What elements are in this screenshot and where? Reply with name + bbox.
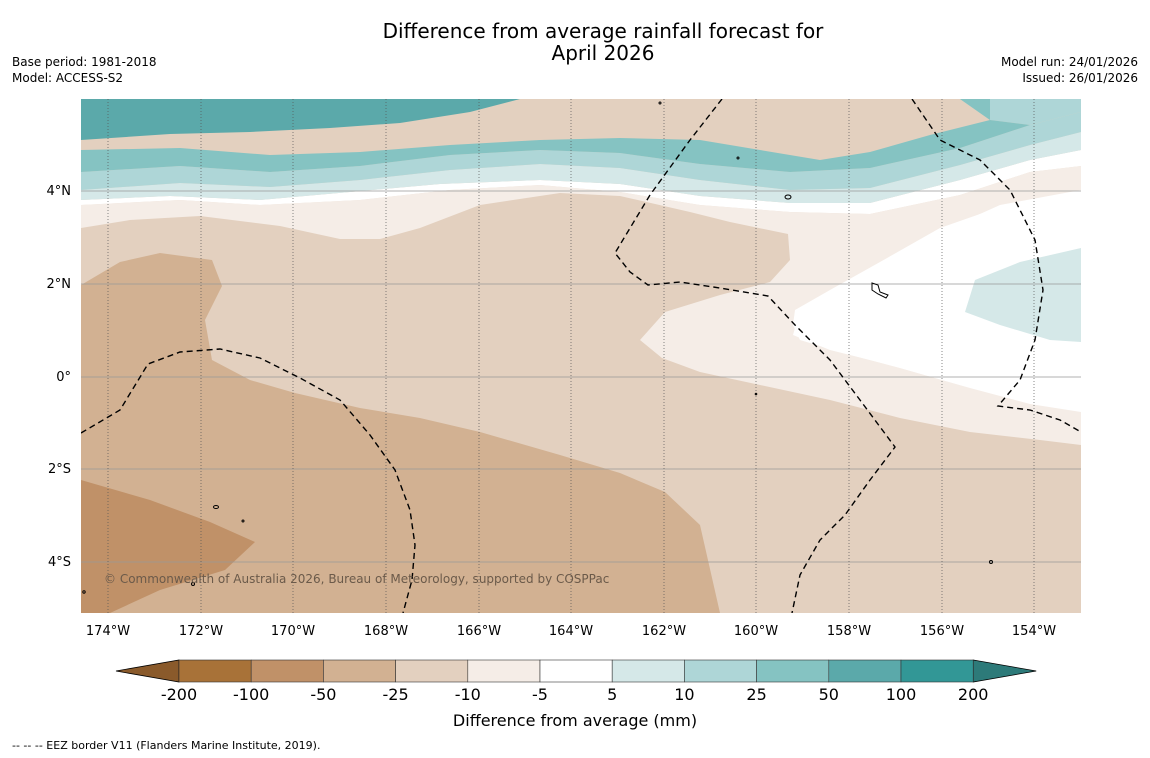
islands	[82, 101, 993, 594]
lat-label: 2°S	[48, 462, 71, 477]
island-6	[736, 156, 740, 160]
colorbar-segment	[828, 659, 902, 683]
title-line-2: April 2026	[551, 41, 655, 65]
colorbar-extend-high	[972, 659, 1037, 683]
colorbar-tick-label: 10	[674, 685, 694, 704]
colorbar-segment	[611, 659, 685, 683]
copyright-text: © Commonwealth of Australia 2026, Bureau…	[104, 572, 609, 586]
lon-label: 166°W	[457, 624, 501, 639]
band-5-10	[81, 132, 1081, 203]
meta-right: Model run: 24/01/2026 Issued: 26/01/2026	[1001, 54, 1138, 86]
colorbar-segment	[467, 659, 541, 683]
colorbar-extend-low	[115, 659, 180, 683]
lon-label: 156°W	[920, 624, 964, 639]
colorbar-tick-label: -25	[383, 685, 409, 704]
colorbar-segment	[539, 659, 613, 683]
lon-label: 162°W	[642, 624, 686, 639]
colorbar-label: Difference from average (mm)	[453, 711, 697, 730]
colorbar: -200 -100 -50 -25 -10 -5 5 10 25 50 100 200	[115, 659, 1037, 704]
lat-label: 2°N	[47, 277, 72, 292]
band-5-10-east	[965, 248, 1081, 342]
band-minus5-plus5	[81, 150, 1081, 420]
band-10-25	[81, 112, 1081, 190]
island-3	[213, 505, 219, 509]
colorbar-tick-label: 5	[607, 685, 617, 704]
colorbar-segment	[395, 659, 469, 683]
island-2	[871, 282, 889, 299]
island-4	[989, 560, 993, 564]
colorbar-segment	[178, 659, 252, 683]
island-1	[784, 194, 792, 200]
colorbar-tick-label: -50	[310, 685, 336, 704]
colorbar-segment	[684, 659, 757, 683]
latitude-labels: 4°N 2°N 0° 2°S 4°S	[47, 184, 72, 570]
band-10-25-top	[960, 99, 1081, 125]
island-7	[241, 519, 245, 523]
band-25-50	[81, 99, 1030, 172]
band-minus10-minus5	[81, 166, 1081, 445]
colorbar-tick-label: 25	[746, 685, 766, 704]
band-minus50-minus25	[81, 253, 720, 613]
issued-date: Issued: 26/01/2026	[1022, 71, 1138, 85]
colorbar-tick-label: -100	[233, 685, 269, 704]
rainfall-map: © Commonwealth of Australia 2026, Bureau…	[81, 99, 1081, 613]
eez-border-north	[614, 99, 896, 613]
eez-footnote: -- -- -- EEZ border V11 (Flanders Marine…	[12, 739, 321, 752]
base-period: Base period: 1981-2018	[12, 55, 157, 69]
band-50-100	[81, 99, 520, 140]
colorbar-tick-label: 50	[819, 685, 839, 704]
band-minus5-plus5-east	[793, 197, 1081, 412]
model-name: Model: ACCESS-S2	[12, 71, 124, 85]
lat-label: 4°N	[47, 184, 72, 199]
lon-label: 154°W	[1012, 624, 1056, 639]
colorbar-segment	[900, 659, 974, 683]
latitude-gridlines	[81, 190, 1081, 563]
colorbar-segment	[250, 659, 324, 683]
island-10	[754, 392, 758, 396]
island-5	[658, 101, 662, 105]
lat-label: 4°S	[48, 555, 71, 570]
colorbar-tick-label: -5	[532, 685, 548, 704]
lat-label: 0°	[56, 370, 71, 385]
eez-borders	[81, 99, 1081, 613]
title-line-1: Difference from average rainfall forecas…	[382, 19, 824, 43]
longitude-labels: 174°W 172°W 170°W 168°W 166°W 164°W 162°…	[86, 624, 1056, 639]
colorbar-tick-label: 200	[958, 685, 989, 704]
lon-label: 174°W	[86, 624, 130, 639]
colorbar-segment	[756, 659, 830, 683]
lon-label: 168°W	[364, 624, 408, 639]
colorbar-segment	[323, 659, 396, 683]
colorbar-tick-label: -200	[161, 685, 197, 704]
chart-title: Difference from average rainfall forecas…	[0, 20, 1150, 64]
lon-label: 172°W	[179, 624, 223, 639]
island-9	[82, 590, 86, 594]
eez-border-west	[81, 348, 416, 613]
island-8	[191, 582, 195, 586]
colorbar-tick-label: -10	[455, 685, 481, 704]
lon-label: 160°W	[734, 624, 778, 639]
model-run: Model run: 24/01/2026	[1000, 55, 1138, 69]
meta-left: Base period: 1981-2018 Model: ACCESS-S2	[12, 54, 157, 86]
lon-label: 158°W	[827, 624, 871, 639]
band-minus100-minus50	[81, 480, 255, 613]
lon-label: 170°W	[271, 624, 315, 639]
colorbar-tick-label: 100	[886, 685, 917, 704]
lon-label: 164°W	[549, 624, 593, 639]
